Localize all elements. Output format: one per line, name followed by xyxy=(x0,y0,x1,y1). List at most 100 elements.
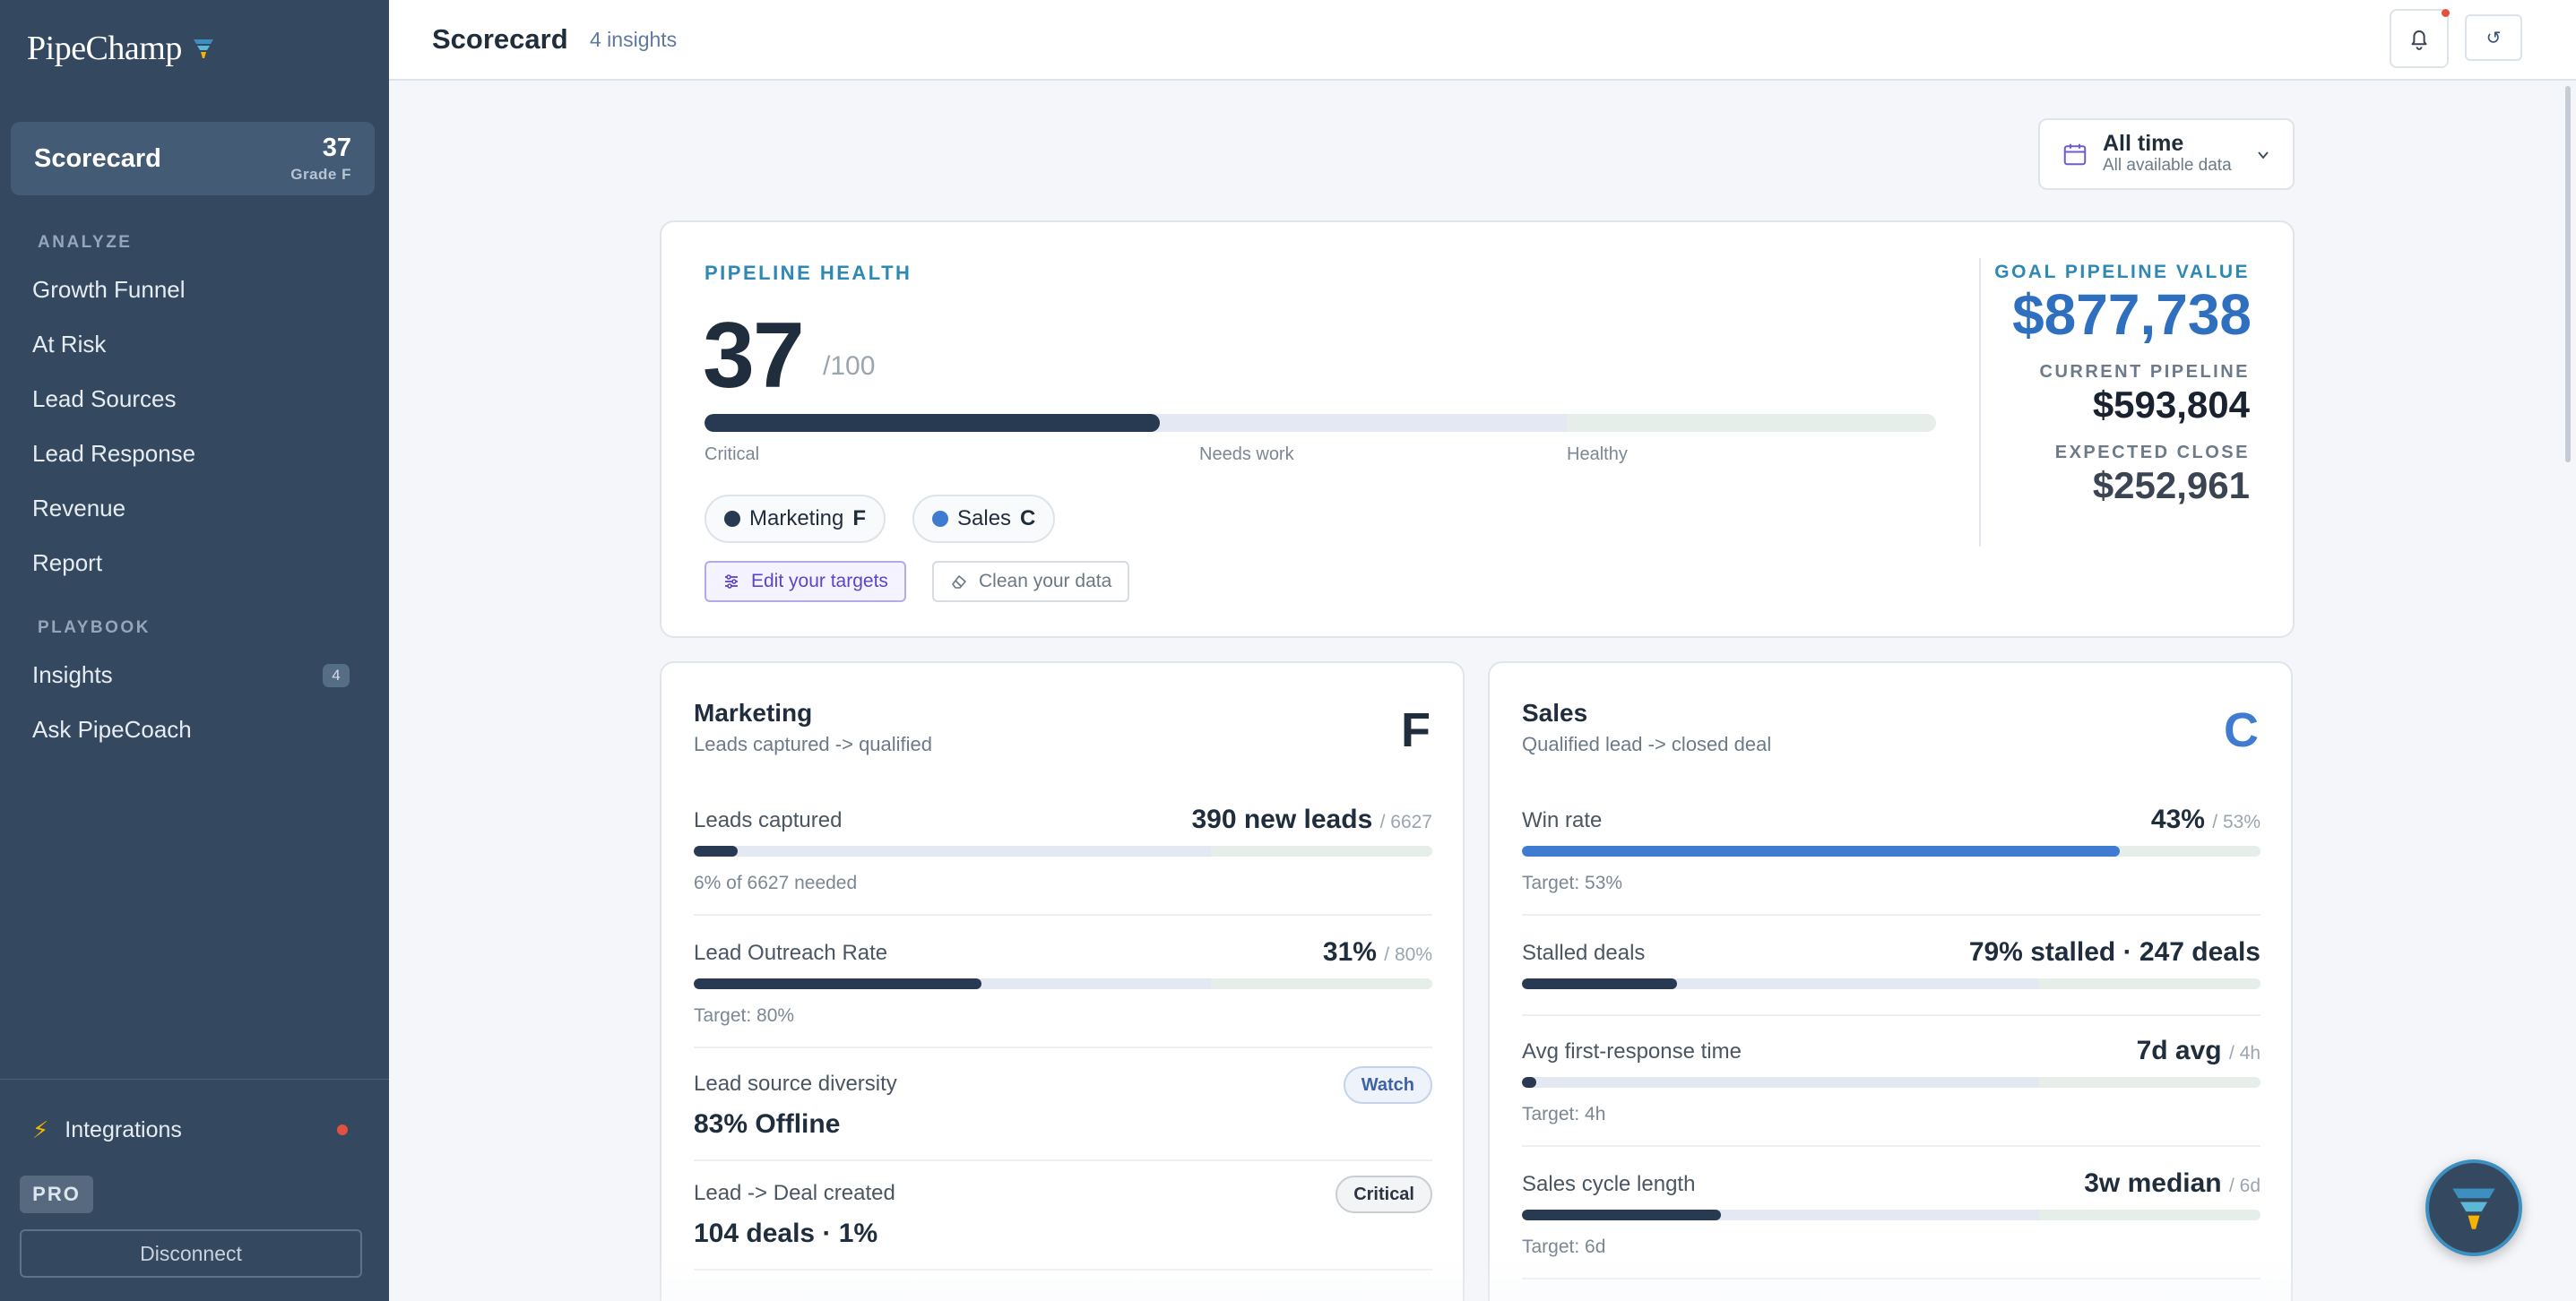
scrollbar-thumb[interactable] xyxy=(2565,86,2571,462)
integrations-status-dot xyxy=(337,1124,348,1135)
vertical-divider xyxy=(1979,258,1981,547)
sidebar-item-at-risk[interactable]: At Risk xyxy=(32,331,107,358)
date-range-label: All time xyxy=(2103,130,2184,156)
metric-value: 390 new leads / 6627 xyxy=(1191,805,1432,835)
date-range-sublabel: All available data xyxy=(2103,156,2232,176)
insights-count-badge: 4 xyxy=(323,664,350,687)
metric-note: 6% of 6627 needed xyxy=(694,873,858,893)
metric-target: / 4h xyxy=(2228,1043,2260,1064)
edit-targets-button[interactable]: Edit your targets xyxy=(705,561,906,602)
sidebar-item-growth-funnel[interactable]: Growth Funnel xyxy=(32,276,186,303)
team-chip-marketing[interactable]: Marketing F xyxy=(705,495,886,543)
sidebar-item-ask-pipecoach[interactable]: Ask PipeCoach xyxy=(32,716,192,743)
sliders-icon xyxy=(725,574,738,589)
divider xyxy=(694,1269,1432,1271)
sidebar-item-insights[interactable]: Insights xyxy=(32,661,113,688)
team-chip-name: Sales xyxy=(957,506,1012,530)
sidebar-item-revenue[interactable]: Revenue xyxy=(32,495,126,521)
sales-title: Sales xyxy=(1522,699,1588,727)
refresh-button[interactable]: ↺ xyxy=(2465,14,2522,61)
metric-note: Target: 80% xyxy=(694,1005,795,1026)
divider xyxy=(694,1159,1432,1161)
sidebar-divider xyxy=(0,1079,389,1080)
tick-critical: Critical xyxy=(705,444,760,464)
edit-targets-label: Edit your targets xyxy=(751,571,888,591)
chevron-down-icon xyxy=(2258,151,2269,159)
refresh-icon: ↺ xyxy=(2485,28,2502,48)
sidebar-item-integrations[interactable]: ⚡ Integrations xyxy=(32,1116,182,1144)
marketing-dot xyxy=(724,511,740,527)
pipeline-health-label: PIPELINE HEALTH xyxy=(705,262,912,284)
sidebar-item-lead-sources[interactable]: Lead Sources xyxy=(32,385,177,412)
metric-bar-fill xyxy=(694,978,982,989)
team-chip-name: Marketing xyxy=(749,506,844,530)
pipeline-health-bar-fill xyxy=(705,414,1161,432)
metric-name: Lead Outreach Rate xyxy=(694,941,888,965)
bell-icon xyxy=(2411,30,2427,50)
sidebar-item-lead-response[interactable]: Lead Response xyxy=(32,440,196,467)
metric-bar xyxy=(1522,1077,2260,1088)
funnel-icon xyxy=(2452,1188,2495,1229)
current-pipeline-label: CURRENT PIPELINE xyxy=(2039,362,2250,382)
metric-bar xyxy=(1522,846,2260,857)
current-pipeline-value: $593,804 xyxy=(2092,383,2250,426)
date-range-select[interactable]: All time All available data xyxy=(2038,118,2295,190)
pipeline-health-card: PIPELINE HEALTH 37 /100 Critical Needs w… xyxy=(660,220,2295,638)
pipeline-health-bar xyxy=(705,414,1936,432)
pipeline-health-score: 37 xyxy=(703,304,805,408)
metric-value: 83% Offline xyxy=(694,1109,841,1139)
marketing-card: Marketing Leads captured -> qualified F … xyxy=(660,661,1465,1301)
metric-name: Lead -> Deal created xyxy=(694,1181,895,1205)
metric-value: 3w median / 6d xyxy=(2084,1168,2260,1199)
sidebar-item-report[interactable]: Report xyxy=(32,549,103,576)
marketing-subtitle: Leads captured -> qualified xyxy=(694,733,933,755)
metric-bar-fill xyxy=(694,846,739,857)
insights-count[interactable]: 4 insights xyxy=(590,28,678,51)
notification-dot xyxy=(2442,9,2450,17)
team-chip-sales[interactable]: Sales C xyxy=(912,495,1056,543)
goal-pipeline-label: GOAL PIPELINE VALUE xyxy=(1994,262,2250,282)
tick-needs-work: Needs work xyxy=(1199,444,1294,464)
metric-value: 43% / 53% xyxy=(2151,805,2260,835)
divider xyxy=(1522,1014,2260,1016)
status-badge-critical: Critical xyxy=(1336,1176,1432,1213)
brand[interactable]: PipeChamp xyxy=(27,29,214,68)
metric-target: / 6627 xyxy=(1379,812,1432,832)
sales-subtitle: Qualified lead -> closed deal xyxy=(1522,733,1772,755)
sidebar-item-scorecard[interactable]: Scorecard 37 Grade F xyxy=(11,122,375,195)
metric-target: / 80% xyxy=(1384,944,1432,965)
sales-grade: C xyxy=(2224,703,2259,757)
clean-data-button[interactable]: Clean your data xyxy=(932,561,1130,602)
metric-bar-fill xyxy=(1522,1077,1537,1088)
funnel-logo-icon xyxy=(193,39,213,58)
tick-healthy: Healthy xyxy=(1567,444,1628,464)
clean-data-label: Clean your data xyxy=(979,571,1112,591)
goal-pipeline-value: $877,738 xyxy=(2012,282,2252,347)
disconnect-button[interactable]: Disconnect xyxy=(20,1229,362,1278)
expected-close-value: $252,961 xyxy=(2092,464,2250,506)
metric-value-text: 31% xyxy=(1322,937,1377,967)
sidebar: PipeChamp Scorecard 37 Grade F ANALYZE G… xyxy=(0,0,389,1301)
metric-value-text: 7d avg xyxy=(2136,1036,2222,1065)
calendar-icon xyxy=(2063,143,2087,166)
divider xyxy=(694,1047,1432,1048)
plan-badge: PRO xyxy=(20,1176,93,1213)
metric-value-text: 3w median xyxy=(2084,1168,2222,1198)
notifications-button[interactable] xyxy=(2390,9,2449,68)
top-header: Scorecard 4 insights ↺ xyxy=(389,0,2576,81)
marketing-grade: F xyxy=(1401,703,1431,757)
date-range-text: All time All available data xyxy=(2103,130,2232,177)
metric-bar-fill xyxy=(1522,846,2121,857)
pipecoach-fab-button[interactable] xyxy=(2425,1159,2522,1256)
metric-note: Target: 4h xyxy=(1522,1104,1606,1124)
team-chip-grade: F xyxy=(852,506,867,530)
metric-name: Win rate xyxy=(1522,808,1603,832)
team-chip-grade: C xyxy=(1020,506,1036,530)
metric-bar-fill xyxy=(1522,978,1678,989)
eraser-icon xyxy=(952,575,966,589)
metric-bar-fill xyxy=(1522,1210,1722,1220)
metric-name: Stalled deals xyxy=(1522,941,1646,965)
expected-close-label: EXPECTED CLOSE xyxy=(2054,443,2250,462)
metric-name: Lead source diversity xyxy=(694,1072,897,1096)
metric-value-text: 390 new leads xyxy=(1191,805,1373,834)
